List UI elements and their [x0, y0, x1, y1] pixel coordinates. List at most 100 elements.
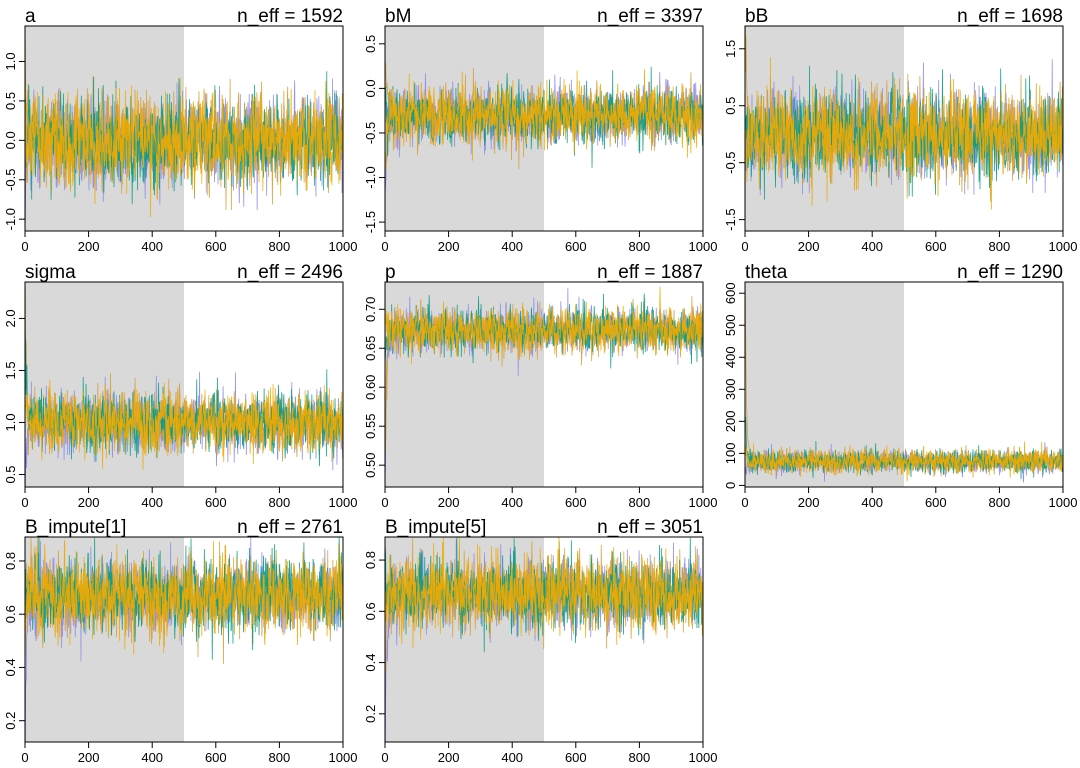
trace-chain4 [385, 69, 703, 169]
neff-label: n_eff = 2761 [237, 517, 343, 538]
x-tick-label: 1000 [689, 495, 718, 510]
x-tick-label: 200 [438, 495, 460, 510]
y-tick-label: 1.0 [3, 413, 18, 431]
y-tick-label: 0.6 [363, 602, 378, 620]
y-tick-label: 0.4 [3, 658, 18, 676]
panel-bb: bB n_eff = 1698 0 200 400 600 800 1000 -1.5 -0.5 0… [723, 6, 1077, 254]
x-tick-label: 0 [21, 750, 28, 765]
trace-chain4 [25, 379, 343, 470]
x-tick-label: 400 [141, 750, 163, 765]
y-tick-label: 0.5 [3, 465, 18, 483]
x-tick-label: 1000 [1049, 495, 1078, 510]
x-tick-label: 200 [438, 750, 460, 765]
x-tick-label: 0 [741, 239, 748, 254]
x-tick-label: 0 [21, 495, 28, 510]
y-tick-label: 0.55 [363, 414, 378, 439]
x-tick-label: 400 [501, 750, 523, 765]
y-axis: -1.0 -0.5 0.0 0.5 1.0 [3, 52, 26, 230]
trace-chain1 [25, 78, 343, 223]
x-tick-label: 1000 [329, 239, 358, 254]
x-tick-label: 800 [629, 750, 651, 765]
x-tick-label: 600 [565, 750, 587, 765]
y-axis: 0.5 1.0 1.5 2.0 [3, 309, 26, 484]
x-tick-label: 400 [141, 495, 163, 510]
y-tick-label: 0 [723, 482, 738, 489]
y-tick-label: 0.8 [3, 552, 18, 570]
trace-chain4 [745, 57, 1063, 210]
y-axis: 0.2 0.4 0.6 0.8 [3, 552, 26, 730]
y-tick-label: -1.0 [363, 166, 378, 188]
y-tick-label: 0.5 [363, 35, 378, 53]
x-tick-label: 1000 [1049, 239, 1078, 254]
x-tick-label: 200 [438, 239, 460, 254]
x-axis: 0 200 400 600 800 1000 [21, 741, 358, 765]
x-axis: 0 200 400 600 800 1000 [381, 230, 718, 254]
x-tick-label: 200 [798, 239, 820, 254]
x-tick-label: 600 [925, 495, 947, 510]
x-axis: 0 200 400 600 800 1000 [21, 230, 358, 254]
neff-label: n_eff = 2496 [237, 262, 343, 283]
trace-chain4 [25, 77, 343, 218]
neff-label: n_eff = 1592 [237, 6, 343, 27]
y-tick-label: 300 [723, 378, 738, 400]
y-tick-label: -0.5 [723, 151, 738, 173]
x-tick-label: 600 [205, 239, 227, 254]
trace-chain4 [25, 540, 343, 655]
x-tick-label: 400 [141, 239, 163, 254]
trace-chain4 [745, 441, 1063, 482]
panel-title: a [25, 6, 36, 27]
y-axis: 0.2 0.4 0.6 0.8 [363, 551, 386, 723]
x-tick-label: 800 [629, 239, 651, 254]
x-tick-label: 800 [989, 239, 1011, 254]
panel-sigma: sigma n_eff = 2496 0 200 400 600 800 1000 0.5 1.0… [3, 262, 357, 510]
x-tick-label: 1000 [329, 495, 358, 510]
y-axis: -1.5 -1.0 -0.5 0.0 0.5 [363, 35, 386, 233]
x-tick-label: 400 [861, 239, 883, 254]
y-tick-label: 1.5 [723, 40, 738, 58]
x-tick-label: 600 [205, 495, 227, 510]
panel-theta: theta n_eff = 1290 0 200 400 600 800 1000 0 100 20… [723, 262, 1077, 510]
x-tick-label: 800 [269, 239, 291, 254]
y-tick-label: 1.5 [3, 361, 18, 379]
y-tick-label: 0.0 [363, 79, 378, 97]
y-tick-label: 400 [723, 346, 738, 368]
x-tick-label: 600 [925, 239, 947, 254]
y-tick-label: 0.2 [363, 705, 378, 723]
y-tick-label: -0.5 [3, 169, 18, 191]
x-tick-label: 600 [205, 750, 227, 765]
x-tick-label: 400 [501, 495, 523, 510]
x-tick-label: 800 [989, 495, 1011, 510]
y-tick-label: 0.8 [363, 551, 378, 569]
panel-b-impute-1: B_impute[1] n_eff = 2761 0 200 400 600 800 1000… [3, 517, 357, 765]
warmup-region [25, 282, 184, 487]
x-axis: 0 200 400 600 800 1000 [381, 741, 717, 765]
y-tick-label: 600 [723, 282, 738, 304]
panel-title: bB [745, 6, 768, 27]
y-axis: -1.5 -0.5 0.5 1.5 [723, 40, 746, 231]
y-tick-label: 0.2 [3, 712, 18, 730]
panel-title: bM [385, 6, 411, 27]
x-tick-label: 400 [861, 495, 883, 510]
neff-label: n_eff = 3397 [597, 6, 703, 27]
x-tick-label: 200 [78, 495, 100, 510]
x-tick-label: 0 [741, 495, 748, 510]
y-tick-label: 0.5 [3, 92, 18, 110]
x-tick-label: 0 [381, 750, 388, 765]
panel-title: p [385, 262, 396, 283]
y-tick-label: 1.0 [3, 52, 18, 70]
y-tick-label: 0.4 [363, 654, 378, 672]
x-axis: 0 200 400 600 800 1000 [741, 230, 1078, 254]
trace-chain4 [385, 537, 703, 649]
y-tick-label: 2.0 [3, 309, 18, 327]
x-tick-label: 1000 [329, 750, 358, 765]
y-tick-label: 0.65 [363, 336, 378, 361]
panel-b-impute-5: B_impute[5] n_eff = 3051 0 200 400 600 800 1000… [363, 517, 717, 765]
neff-label: n_eff = 1698 [957, 6, 1063, 27]
x-tick-label: 600 [565, 495, 587, 510]
y-tick-label: -0.5 [363, 122, 378, 144]
panel-title: theta [745, 262, 788, 283]
y-axis: 0.50 0.55 0.60 0.65 0.70 [363, 297, 386, 478]
x-tick-label: 1000 [689, 239, 718, 254]
y-tick-label: 0.5 [723, 97, 738, 115]
